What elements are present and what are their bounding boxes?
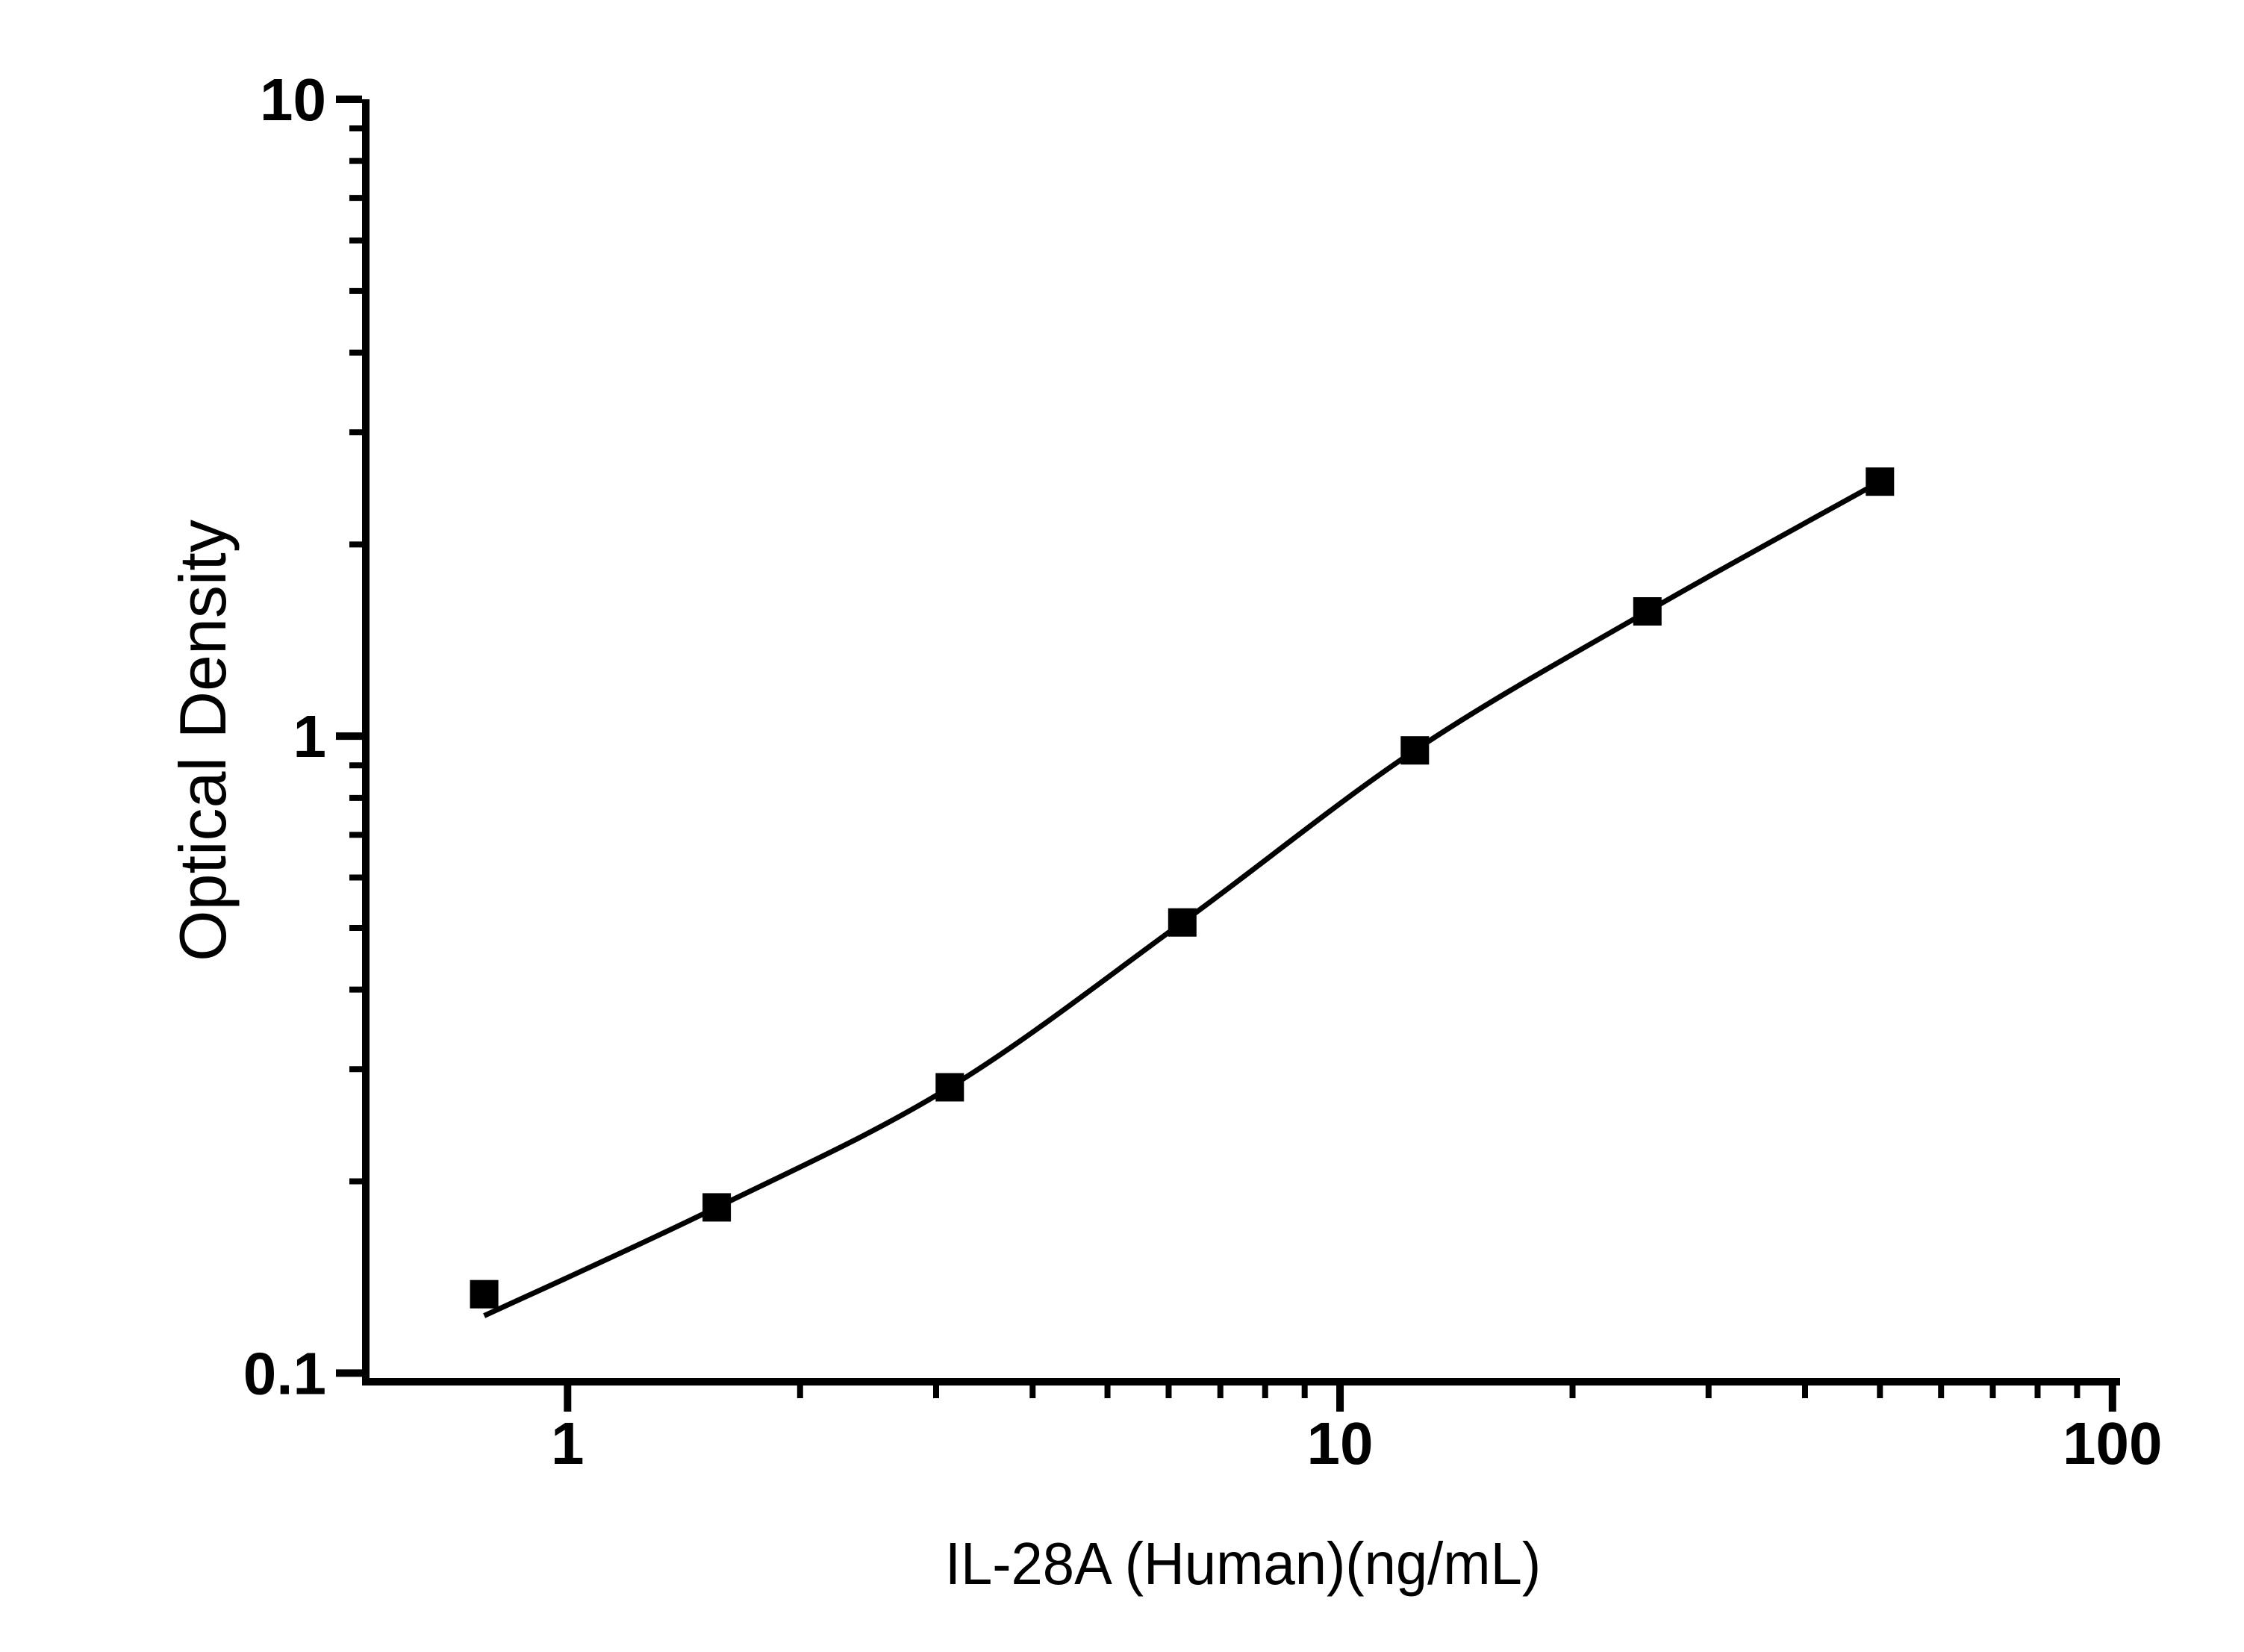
x-tick-label: 100 xyxy=(2063,1410,2162,1477)
data-point-marker xyxy=(1866,467,1895,496)
y-tick-label: 10 xyxy=(260,66,326,133)
data-point-marker xyxy=(470,1279,499,1309)
y-tick-label: 1 xyxy=(293,703,327,770)
fit-curve xyxy=(483,479,1882,1318)
data-point-marker xyxy=(1168,908,1197,937)
data-point-marker xyxy=(935,1073,964,1102)
x-axis-title: IL-28A (Human)(ng/mL) xyxy=(944,1530,1542,1597)
x-tick-label: 1 xyxy=(551,1410,585,1477)
data-point-marker xyxy=(702,1193,732,1222)
x-tick-label: 10 xyxy=(1307,1410,1374,1477)
y-tick-label: 0.1 xyxy=(243,1340,326,1406)
y-axis-title: Optical Density xyxy=(166,520,240,961)
data-point-marker xyxy=(1633,597,1662,626)
data-point-marker xyxy=(1400,736,1430,765)
